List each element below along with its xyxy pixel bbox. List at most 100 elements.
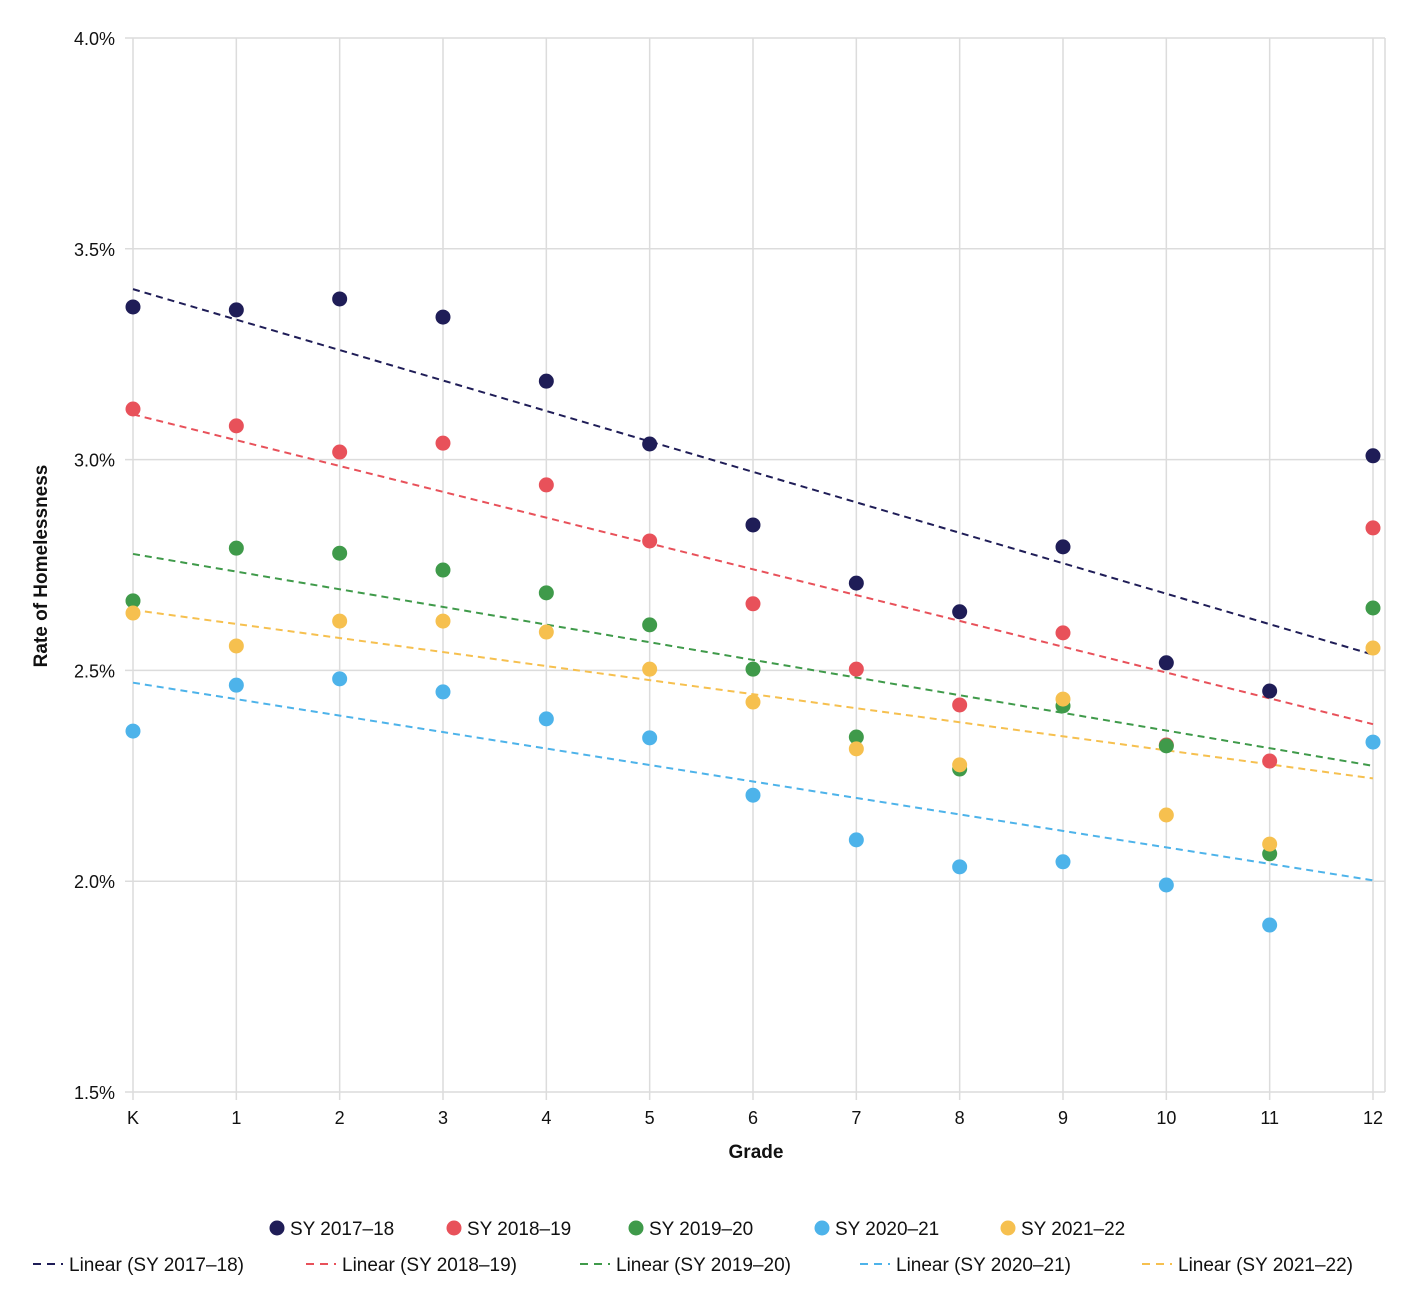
data-point [848,661,864,677]
x-tick-label: 2 [335,1108,345,1128]
axes: 1.5%2.0%2.5%3.0%3.5%4.0%K 1 2 3 4 5 6 7 8 9 10 11 12 [74,29,1383,1128]
x-tick-label: 7 [851,1108,861,1128]
data-point [1158,807,1174,823]
data-point [538,624,554,640]
x-tick-label: 5 [645,1108,655,1128]
legend-trend-label: Linear (SY 2020–21) [896,1255,1071,1276]
data-point [435,684,451,700]
trend-line [132,413,1374,726]
y-tick-label: 2.0% [74,872,115,892]
legend-label: SY 2020–21 [835,1219,939,1240]
data-point [435,613,451,629]
data-point [848,729,864,745]
data-point [538,585,554,601]
data-point [538,373,554,389]
data-point [745,694,761,710]
legend-marker [446,1220,462,1236]
data-point [1262,836,1278,852]
x-tick-label: 3 [438,1108,448,1128]
data-point [538,711,554,727]
y-tick-label: 1.5% [74,1083,115,1103]
data-point [642,617,658,633]
data-point [332,444,348,460]
trend-lines [132,288,1374,882]
trend-line [132,608,1374,780]
legend-label: SY 2018–19 [467,1219,571,1240]
data-point [745,517,761,533]
x-tick-label: 11 [1260,1108,1279,1128]
data-point [848,741,864,757]
legend-trend-label: Linear (SY 2021–22) [1178,1255,1353,1276]
data-point [1365,734,1381,750]
data-point [125,401,141,417]
data-point [642,436,658,452]
data-point [332,291,348,307]
data-point [952,697,968,713]
data-point [1055,691,1071,707]
data-point [642,730,658,746]
trend-line [132,552,1374,767]
data-point [228,677,244,693]
legend-label: SY 2017–18 [290,1219,394,1240]
legend-marker [628,1220,644,1236]
data-point [228,638,244,654]
legend-marker [1000,1220,1016,1236]
x-tick-label: 12 [1363,1108,1383,1128]
data-point [745,596,761,612]
data-point [1158,877,1174,893]
data-point [1055,539,1071,555]
y-tick-label: 3.0% [74,451,115,471]
x-tick-label: 6 [748,1108,758,1128]
legend-trend-label: Linear (SY 2018–19) [342,1255,517,1276]
data-point [848,575,864,591]
data-points [125,291,1381,933]
data-point [952,757,968,773]
legend-trend-label: Linear (SY 2019–20) [616,1255,791,1276]
trend-line [132,681,1374,882]
data-point [1262,917,1278,933]
data-point [1262,683,1278,699]
x-tick-label: 1 [231,1108,241,1128]
data-point [125,299,141,315]
data-point [125,723,141,739]
data-point [1365,520,1381,536]
y-axis-label: Rate of Homelessness [31,465,52,668]
data-point [642,661,658,677]
data-point [1158,655,1174,671]
data-point [228,302,244,318]
data-point [228,418,244,434]
data-point [332,545,348,561]
data-point [952,859,968,875]
x-tick-label: K [127,1108,139,1128]
y-tick-label: 2.5% [74,661,115,681]
data-point [435,435,451,451]
legend-label: SY 2019–20 [649,1219,753,1240]
data-point [125,605,141,621]
data-point [1055,625,1071,641]
data-point [538,477,554,493]
legend-trend-label: Linear (SY 2017–18) [69,1255,244,1276]
data-point [1055,854,1071,870]
x-tick-label: 9 [1058,1108,1068,1128]
legend-marker [269,1220,285,1236]
data-point [332,671,348,687]
legend-label: SY 2021–22 [1021,1219,1125,1240]
data-point [1262,753,1278,769]
data-point [435,309,451,325]
legend: SY 2017–18 SY 2018–19 SY 2019–20 SY 2020–21… [33,1219,1353,1276]
data-point [1365,600,1381,616]
data-point [435,562,451,578]
data-point [228,540,244,556]
data-point [332,613,348,629]
data-point [745,787,761,803]
x-tick-label: 4 [541,1108,551,1128]
x-tick-label: 8 [955,1108,965,1128]
x-tick-label: 10 [1156,1108,1176,1128]
x-axis-label: Grade [729,1142,784,1163]
data-point [848,832,864,848]
legend-marker [814,1220,830,1236]
data-point [952,604,968,620]
data-point [1158,738,1174,754]
y-tick-label: 4.0% [74,29,115,49]
